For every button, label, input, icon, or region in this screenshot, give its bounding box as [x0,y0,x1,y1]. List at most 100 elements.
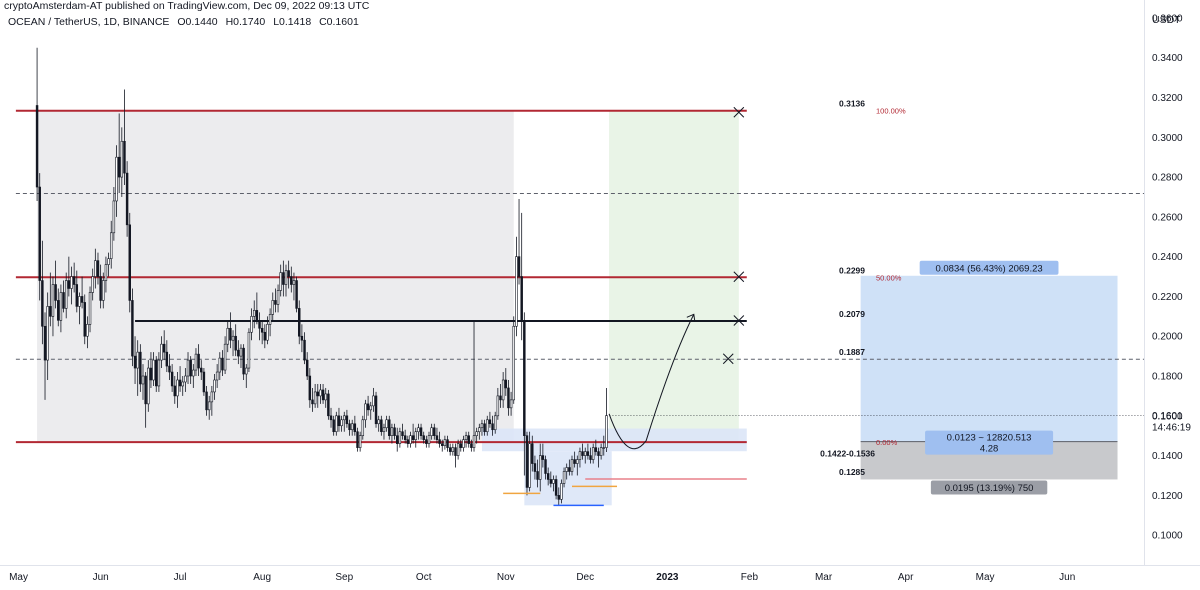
candle[interactable] [388,419,391,436]
candle[interactable] [245,367,248,375]
candle[interactable] [459,443,463,448]
candle[interactable] [364,403,367,421]
candle[interactable] [496,395,500,417]
candle[interactable] [419,427,423,436]
candle[interactable] [480,423,484,429]
candle[interactable] [345,415,349,425]
candle[interactable] [136,351,139,369]
candle[interactable] [586,451,590,456]
candle[interactable] [350,423,354,431]
candle[interactable] [226,327,229,345]
candle[interactable] [205,391,208,411]
candle[interactable] [427,435,431,444]
candle[interactable] [133,355,137,369]
candle[interactable] [258,320,261,329]
candle[interactable] [94,260,97,277]
candle[interactable] [329,415,333,421]
candle[interactable] [324,393,327,401]
candle[interactable] [570,459,574,472]
cross-mark[interactable] [722,353,734,365]
candle[interactable] [507,387,510,409]
candle[interactable] [266,323,269,341]
candle[interactable] [422,435,425,440]
candle[interactable] [425,439,428,444]
candle[interactable] [41,280,44,327]
candle[interactable] [335,415,338,433]
candle[interactable] [152,359,155,381]
candle[interactable] [200,367,203,373]
candle[interactable] [147,367,150,405]
candle[interactable] [290,276,293,285]
candle[interactable] [538,455,542,480]
candle[interactable] [557,495,560,500]
candle[interactable] [486,419,489,433]
candle[interactable] [454,447,457,456]
candle[interactable] [170,371,174,387]
candle[interactable] [250,316,253,333]
candle[interactable] [356,431,359,448]
candle[interactable] [247,331,251,369]
candle[interactable] [83,302,86,337]
candle[interactable] [319,389,322,397]
candle[interactable] [54,284,57,301]
candle[interactable] [446,439,449,448]
candle[interactable] [215,371,219,381]
candle[interactable] [155,359,158,387]
candle[interactable] [102,280,105,301]
candle[interactable] [86,323,89,337]
candle[interactable] [59,292,63,321]
candle[interactable] [544,459,547,474]
candle[interactable] [395,435,399,444]
candle[interactable] [292,280,296,285]
candle[interactable] [546,473,550,480]
candle[interactable] [295,280,298,309]
candle[interactable] [369,405,372,411]
candle[interactable] [298,308,301,337]
candle[interactable] [568,467,571,472]
candle[interactable] [348,423,351,431]
candle[interactable] [107,258,110,265]
candle[interactable] [282,272,285,285]
candle[interactable] [517,256,521,277]
candle[interactable] [435,435,439,440]
candle[interactable] [366,403,370,411]
candle[interactable] [186,359,190,377]
candle[interactable] [372,395,375,407]
symbol-name[interactable]: OCEAN / TetherUS, 1D, BINANCE [8,16,170,28]
candle[interactable] [441,443,444,446]
candle[interactable] [311,399,314,405]
candle[interactable] [433,427,436,436]
candle[interactable] [51,284,55,317]
candle[interactable] [599,447,603,456]
candle[interactable] [316,391,320,397]
candle[interactable] [340,419,343,427]
candle[interactable] [380,419,383,433]
candle[interactable] [591,447,595,460]
candle[interactable] [218,357,222,373]
candle[interactable] [549,479,553,484]
candle[interactable] [197,353,200,369]
candle[interactable] [123,140,126,174]
candle[interactable] [268,314,272,325]
candle[interactable] [46,306,49,361]
candle[interactable] [300,335,304,341]
candle[interactable] [554,479,558,496]
candle[interactable] [308,375,312,401]
candle[interactable] [229,327,232,341]
candle[interactable] [483,423,486,433]
candle[interactable] [305,359,309,377]
candle[interactable] [525,435,529,488]
candle[interactable] [332,419,335,433]
candle[interactable] [589,455,592,460]
candle[interactable] [382,427,386,433]
projection-arrow[interactable] [608,314,695,450]
candle[interactable] [337,415,341,427]
candle[interactable] [176,379,179,397]
candle[interactable] [438,439,441,444]
candle[interactable] [605,415,608,448]
candle[interactable] [194,353,198,371]
candle[interactable] [178,379,182,387]
candle[interactable] [117,156,121,178]
candle[interactable] [390,427,394,436]
candle[interactable] [202,371,206,393]
